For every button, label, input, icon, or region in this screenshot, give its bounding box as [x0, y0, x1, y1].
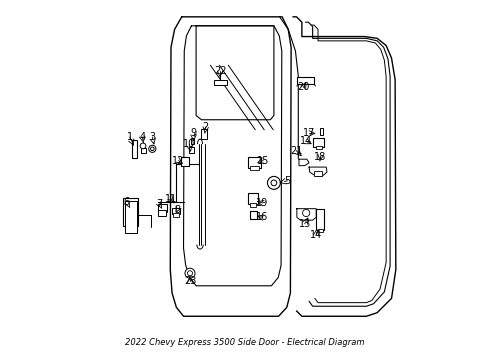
Circle shape [270, 180, 276, 186]
Text: 12: 12 [172, 156, 184, 166]
Text: 16: 16 [256, 212, 268, 222]
Bar [315, 145, 321, 149]
Text: 23: 23 [183, 276, 196, 286]
Text: 14: 14 [309, 230, 322, 239]
Bar [201, 129, 207, 139]
Text: 11: 11 [164, 194, 177, 204]
Bar [158, 211, 165, 216]
Text: 5: 5 [284, 176, 290, 186]
Polygon shape [308, 167, 326, 176]
Bar [189, 147, 193, 153]
Circle shape [148, 145, 156, 152]
Text: 18: 18 [314, 152, 326, 162]
Circle shape [140, 143, 145, 149]
Bar [250, 211, 257, 219]
Bar [214, 80, 226, 85]
Bar [313, 138, 324, 147]
Circle shape [184, 268, 195, 278]
Text: 4: 4 [139, 132, 145, 142]
Text: 8: 8 [174, 205, 180, 215]
Circle shape [150, 147, 154, 150]
Text: 15: 15 [256, 156, 269, 166]
Circle shape [187, 271, 192, 276]
Bar [296, 77, 313, 84]
Bar [319, 129, 322, 135]
Bar [247, 157, 260, 168]
Text: 19: 19 [256, 198, 268, 208]
Text: 14: 14 [300, 136, 312, 146]
Bar [180, 157, 188, 166]
Bar [140, 148, 145, 153]
Text: 7: 7 [156, 199, 162, 209]
Bar [247, 193, 258, 204]
Bar [316, 209, 324, 230]
Bar [190, 138, 194, 144]
Bar [125, 201, 137, 233]
Text: 2022 Chevy Express 3500 Side Door - Electrical Diagram: 2022 Chevy Express 3500 Side Door - Elec… [124, 338, 364, 347]
Text: 17: 17 [302, 129, 315, 138]
Text: 22: 22 [213, 66, 226, 76]
Bar [250, 203, 255, 207]
Bar [173, 213, 178, 217]
Bar [250, 166, 258, 170]
Text: 13: 13 [298, 219, 310, 229]
Text: 20: 20 [297, 82, 309, 93]
Polygon shape [296, 209, 316, 220]
Text: 10: 10 [183, 139, 195, 149]
Bar [313, 171, 321, 176]
Text: 9: 9 [190, 129, 196, 138]
Bar [318, 229, 322, 232]
Polygon shape [298, 159, 308, 166]
Bar [131, 140, 137, 158]
Text: 1: 1 [126, 132, 133, 142]
Text: 2: 2 [202, 122, 208, 132]
Text: 6: 6 [123, 197, 129, 207]
Bar [158, 204, 167, 212]
Circle shape [267, 176, 280, 189]
Bar [122, 198, 137, 226]
Text: 21: 21 [289, 145, 302, 156]
Circle shape [302, 210, 309, 217]
Bar [172, 208, 180, 215]
Text: 3: 3 [149, 132, 155, 142]
